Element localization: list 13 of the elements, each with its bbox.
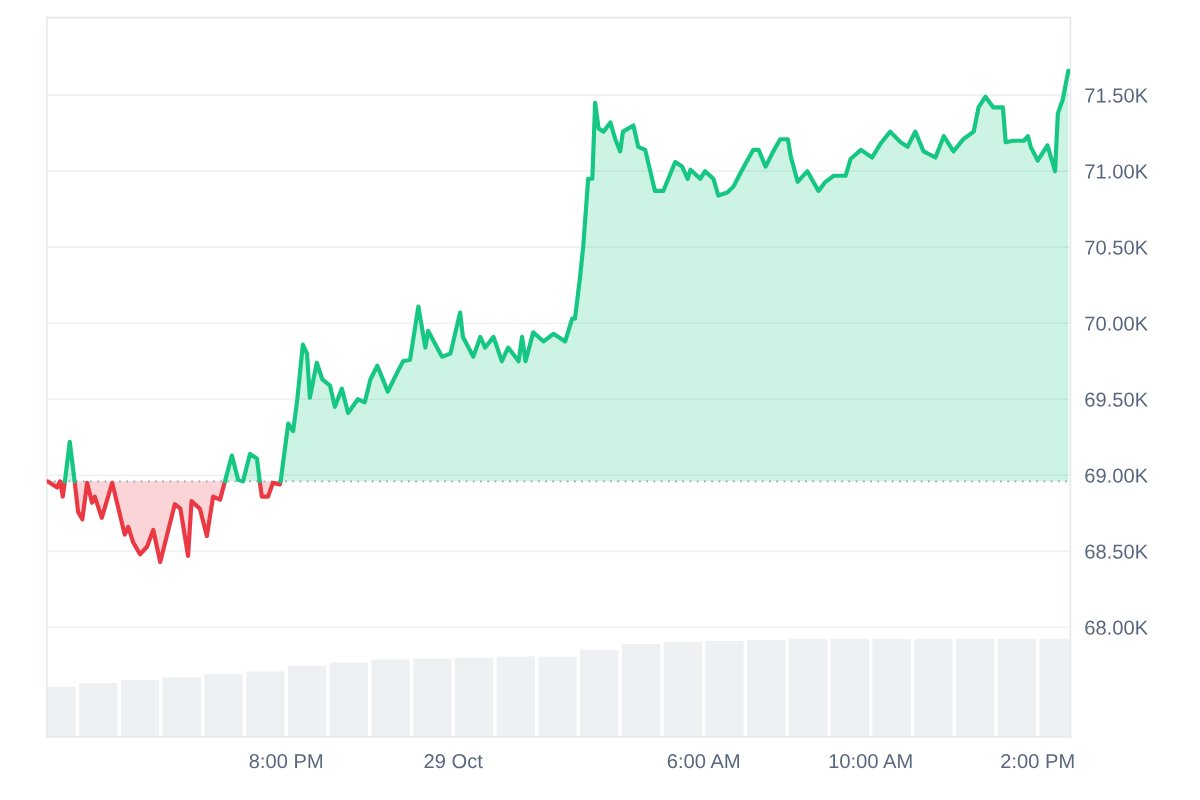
x-tick-label: 2:00 PM (1001, 754, 1074, 769)
y-tick-label: 70.50K (1085, 240, 1148, 255)
x-tick-label: 10:00 AM (829, 754, 912, 769)
y-tick-label: 69.00K (1085, 468, 1148, 483)
y-tick-label: 69.50K (1085, 392, 1148, 407)
x-tick-label: 8:00 PM (249, 754, 323, 769)
y-tick-label: 71.50K (1085, 88, 1148, 103)
x-tick-label: 29 Oct (424, 754, 483, 769)
y-tick-label: 68.00K (1085, 620, 1148, 635)
y-tick-label: 68.50K (1085, 544, 1148, 559)
x-tick-label: 6:00 AM (667, 754, 739, 769)
y-tick-label: 71.00K (1085, 164, 1148, 179)
y-tick-label: 70.00K (1085, 316, 1148, 331)
